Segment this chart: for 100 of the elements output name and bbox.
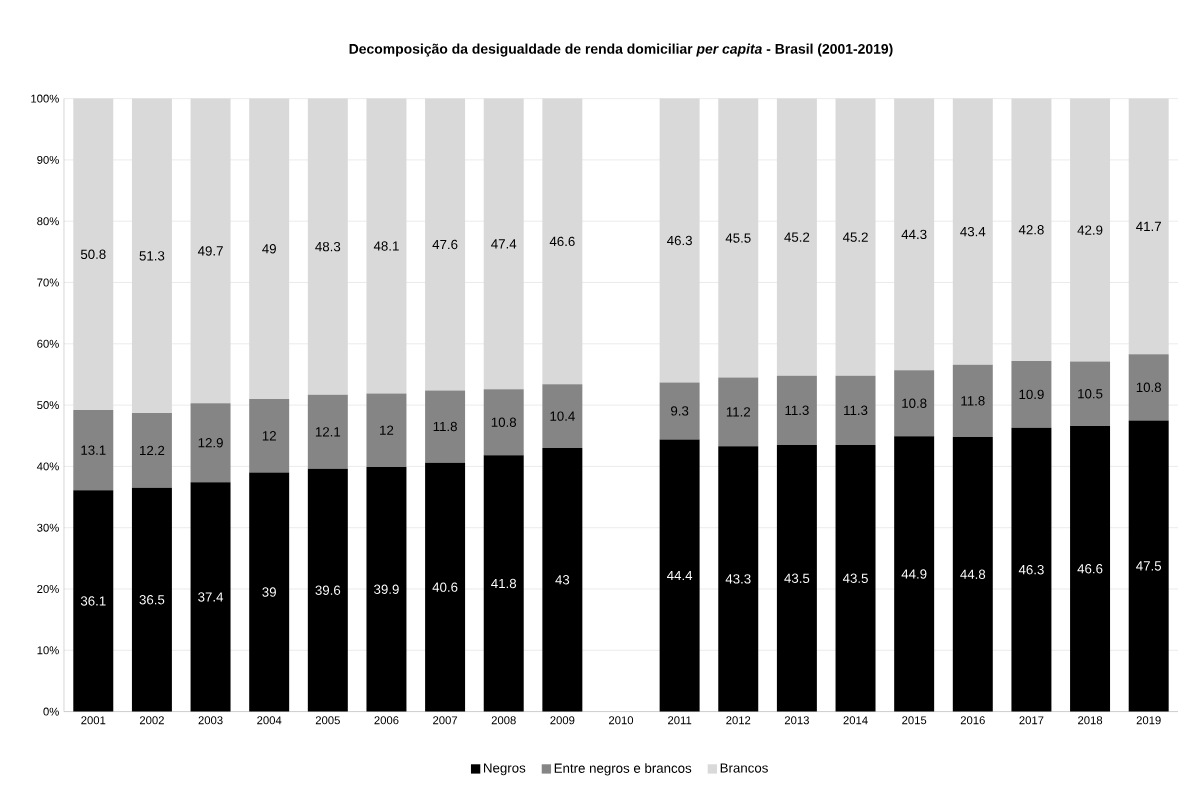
data-label: 12	[262, 431, 276, 441]
bar	[718, 446, 759, 712]
bar	[73, 490, 114, 712]
data-label: 46.3	[1018, 565, 1044, 575]
data-label: 45.2	[784, 232, 810, 243]
data-label: 45.5	[725, 233, 751, 243]
bar	[542, 384, 583, 449]
x-tick-label: 2006	[374, 716, 399, 725]
data-label: 10.8	[1136, 382, 1162, 393]
x-tick-label: 2013	[784, 716, 809, 725]
bar	[835, 445, 876, 712]
bar	[425, 390, 466, 463]
data-label: 11.3	[844, 405, 868, 416]
data-label: 43.3	[725, 574, 751, 584]
data-label: 44.4	[667, 571, 693, 581]
data-label: 48.3	[315, 242, 341, 252]
bar	[776, 445, 817, 712]
x-tick-label: 2003	[198, 716, 223, 725]
bar	[190, 482, 231, 712]
x-tick-label: 2001	[81, 716, 106, 725]
data-label: 40.6	[432, 582, 458, 593]
y-tick-label: 80%	[37, 217, 59, 226]
data-label: 47.5	[1136, 561, 1162, 571]
data-label: 39	[262, 587, 276, 597]
x-tick-label: 2007	[433, 716, 458, 725]
bar	[366, 467, 407, 712]
data-label: 10.8	[491, 417, 517, 428]
data-label: 9.3	[671, 406, 689, 416]
data-label: 10.4	[550, 411, 575, 422]
bar	[659, 382, 700, 440]
data-label: 49.7	[197, 246, 223, 256]
x-tick-label: 2012	[726, 716, 751, 725]
data-label: 46.6	[549, 236, 575, 247]
x-tick-label: 2014	[843, 716, 868, 725]
x-tick-label: 2009	[550, 716, 575, 725]
data-label: 39.9	[374, 584, 399, 595]
chart-title: Decomposição da desigualdade de renda domiciliar per capita - Brasil (2001-2019)	[349, 43, 893, 57]
data-label: 43.5	[842, 573, 868, 584]
x-tick-label: 2017	[1019, 716, 1044, 725]
bar	[776, 375, 817, 446]
bar	[131, 413, 172, 489]
bar	[249, 399, 290, 473]
data-label: 10.9	[1019, 389, 1044, 400]
data-label: 10.8	[902, 398, 927, 409]
y-tick-label: 30%	[37, 523, 59, 532]
y-tick-label: 70%	[37, 278, 59, 287]
x-tick-label: 2004	[257, 716, 282, 725]
data-label: 11.2	[726, 407, 751, 417]
data-label: 47.6	[432, 240, 458, 250]
bar	[894, 436, 935, 712]
data-label: 12.9	[198, 438, 223, 448]
y-tick-label: 20%	[37, 585, 59, 594]
data-label: 42.9	[1077, 225, 1103, 235]
data-label: 10.5	[1078, 389, 1103, 399]
x-tick-label: 2008	[491, 716, 516, 725]
data-label: 44.9	[901, 569, 927, 579]
data-label: 51.3	[139, 251, 165, 261]
data-label: 11.8	[433, 422, 457, 432]
x-tick-label: 2015	[902, 716, 927, 725]
data-label: 43.4	[960, 227, 986, 237]
bar	[1128, 420, 1169, 712]
bar	[307, 394, 348, 470]
data-label: 41.8	[491, 579, 517, 589]
bar	[307, 469, 348, 712]
data-label: 44.8	[960, 569, 986, 580]
bar	[1011, 427, 1052, 712]
bar	[366, 393, 407, 468]
data-label: 45.2	[842, 232, 868, 243]
x-tick-label: 2002	[139, 716, 164, 725]
x-tick-label: 2010	[609, 716, 634, 725]
bar	[1128, 354, 1169, 421]
bar	[1070, 426, 1111, 712]
x-tick-label: 2011	[668, 716, 692, 725]
y-tick-label: 100%	[31, 94, 59, 103]
data-label: 49	[262, 244, 276, 254]
bar	[483, 389, 524, 456]
data-label: 36.1	[80, 596, 106, 606]
bar	[952, 437, 993, 712]
bar	[894, 370, 935, 437]
y-tick-label: 60%	[37, 340, 59, 349]
bar	[425, 462, 466, 712]
y-tick-label: 10%	[37, 646, 59, 655]
data-label: 46.6	[1077, 564, 1103, 574]
data-label: 42.8	[1018, 225, 1044, 235]
data-label: 43.5	[784, 573, 810, 584]
legend-label: Brancos	[720, 763, 768, 773]
bar	[1011, 361, 1052, 428]
data-label: 39.6	[315, 585, 341, 596]
data-label: 46.3	[667, 236, 692, 246]
data-label: 36.5	[139, 595, 165, 605]
data-label: 43	[555, 575, 570, 585]
data-label: 37.4	[198, 592, 224, 602]
data-label: 50.8	[80, 249, 106, 260]
bar	[718, 377, 759, 447]
bar	[835, 375, 876, 446]
data-label: 47.4	[491, 239, 517, 249]
bar	[542, 448, 583, 712]
bar	[1070, 361, 1111, 427]
data-label: 12.2	[140, 446, 165, 456]
x-tick-label: 2019	[1136, 716, 1161, 725]
